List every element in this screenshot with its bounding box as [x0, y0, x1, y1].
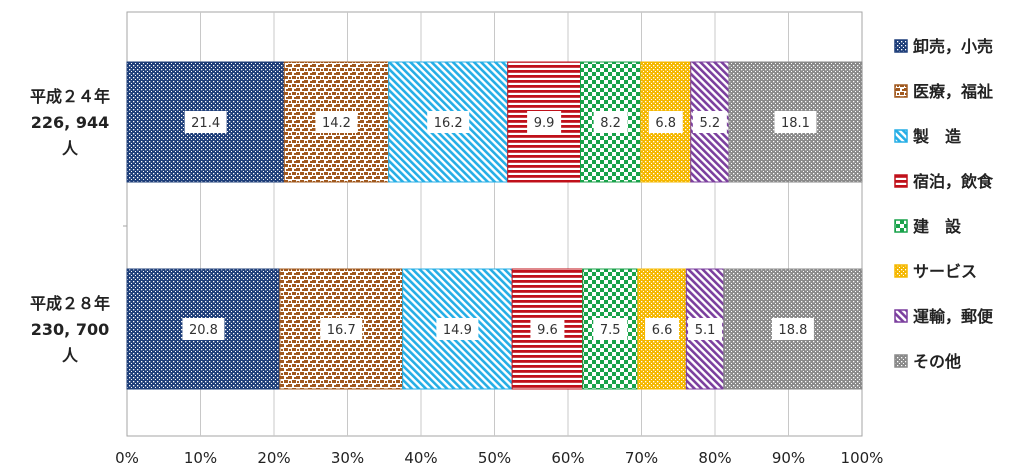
x-tick-label: 40% [404, 449, 437, 467]
legend-label: 宿泊，飲食 [913, 172, 994, 191]
bars: 21.4 14.2 16.2 9.9 8.2 6.8 5.2 18.1 20.8 16.7 14.9… [126, 61, 863, 390]
x-tick-label: 70% [625, 449, 658, 467]
legend-label: 建 設 [913, 217, 962, 236]
legend-label: 運輸，郵便 [913, 307, 994, 326]
data-label: 16.7 [327, 323, 356, 338]
legend-swatch [894, 129, 908, 143]
legend-label: 医療，福祉 [913, 82, 993, 101]
x-tick-label: 30% [331, 449, 364, 467]
x-tick-label: 0% [115, 449, 139, 467]
legend-swatch [894, 84, 908, 98]
category-label: 人 [62, 346, 79, 365]
category-label: 人 [62, 139, 79, 158]
data-label-bg [427, 111, 470, 133]
x-tick-label: 80% [698, 449, 731, 467]
data-label: 9.6 [537, 323, 558, 338]
x-tick-label: 60% [551, 449, 584, 467]
x-tick-label: 50% [478, 449, 511, 467]
category-label: 230, 700 [31, 320, 109, 339]
category-label: 226, 944 [31, 113, 109, 132]
legend-swatch [894, 39, 908, 53]
data-label: 5.2 [700, 116, 721, 131]
data-label-bg [771, 318, 814, 340]
data-label: 16.2 [434, 116, 463, 131]
data-label-bg [593, 318, 628, 340]
data-label-bg [688, 318, 723, 340]
data-label: 8.2 [600, 116, 621, 131]
legend-label: 卸売，小売 [913, 37, 993, 56]
legend-swatch [894, 174, 908, 188]
data-label-bg [527, 111, 562, 133]
data-label-bg [692, 111, 727, 133]
data-label: 6.6 [652, 323, 673, 338]
data-label: 9.9 [534, 116, 555, 131]
data-label-bg [315, 111, 358, 133]
category-label: 平成２８年 [30, 294, 110, 313]
data-label: 5.1 [695, 323, 716, 338]
legend-swatch [894, 264, 908, 278]
data-label: 18.1 [781, 116, 810, 131]
data-label-bg [530, 318, 565, 340]
legend-swatch [894, 354, 908, 368]
x-tick-label: 20% [257, 449, 290, 467]
data-label-bg [774, 111, 817, 133]
data-label-bg [645, 318, 680, 340]
category-label: 平成２４年 [30, 87, 110, 106]
legend-swatch [894, 309, 908, 323]
data-label-bg [648, 111, 683, 133]
data-label: 18.8 [778, 323, 807, 338]
data-label-bg [593, 111, 628, 133]
x-tick-label: 10% [184, 449, 217, 467]
data-label: 6.8 [655, 116, 676, 131]
x-axis-ticks: 0% 10% 20% 30% 40% 50% 60% 70% 80% 90% 100% [115, 225, 884, 467]
data-label: 14.2 [322, 116, 351, 131]
legend-swatch [894, 219, 908, 233]
legend-label: その他 [913, 352, 961, 371]
data-label: 21.4 [191, 116, 220, 131]
data-label: 14.9 [443, 323, 472, 338]
data-label-bg [436, 318, 479, 340]
data-label-bg [320, 318, 363, 340]
legend-label: サービス [913, 262, 977, 281]
data-label-bg [184, 111, 227, 133]
legend-label: 製 造 [912, 127, 962, 146]
data-label: 7.5 [600, 323, 621, 338]
data-label: 20.8 [189, 323, 218, 338]
x-tick-label: 90% [772, 449, 805, 467]
x-tick-label: 100% [841, 449, 884, 467]
data-label-bg [182, 318, 225, 340]
